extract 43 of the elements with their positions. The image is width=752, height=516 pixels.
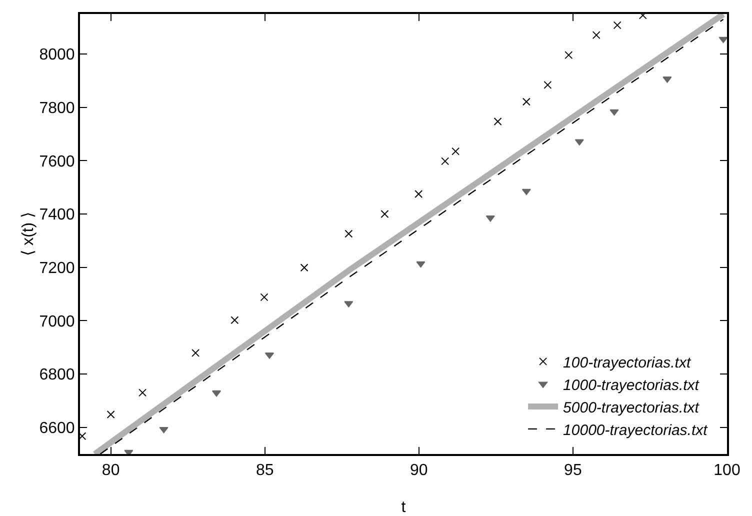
point: [212, 390, 222, 397]
y-axis-title: ⟨ x(t) ⟩: [20, 212, 38, 256]
point: [300, 264, 308, 272]
legend-label: 10000-trayectorias.txt: [563, 422, 708, 439]
y-tick-label: 7200: [39, 260, 75, 277]
point: [138, 388, 147, 397]
y-tick-label: 7400: [39, 206, 75, 224]
point: [592, 31, 600, 40]
y-tick-label: 7600: [39, 153, 75, 170]
point: [260, 293, 268, 302]
x-tick-label: 95: [564, 462, 582, 480]
point: [106, 410, 115, 419]
point: [610, 109, 619, 116]
y-tick-label: 6600: [39, 420, 75, 437]
x-tick-label: 90: [410, 462, 428, 480]
point: [159, 426, 168, 434]
x-tick-label: 80: [102, 462, 120, 480]
point: [613, 21, 622, 30]
point: [441, 157, 450, 166]
x-tick-label: 85: [256, 462, 274, 480]
point: [522, 188, 531, 196]
y-tick-label: 7000: [39, 313, 75, 330]
legend-label: 100-trayectorias.txt: [563, 354, 692, 372]
point: [718, 36, 727, 44]
point: [452, 147, 460, 156]
point: [494, 117, 502, 126]
point: [380, 210, 389, 218]
point: [192, 348, 200, 357]
x-tick-label: 100: [714, 462, 740, 480]
y-tick-label: 8000: [39, 46, 75, 64]
y-tick-label: 7800: [39, 100, 75, 117]
legend-label: 5000-trayectorias.txt: [563, 399, 700, 416]
y-tick-label: 6800: [39, 366, 75, 384]
point: [522, 98, 530, 106]
legend-label: 1000-trayectorias.txt: [563, 376, 700, 394]
point: [344, 230, 353, 238]
point: [486, 215, 495, 222]
point: [414, 190, 423, 198]
x-axis-title: t: [401, 499, 406, 516]
point: [564, 51, 573, 60]
point: [416, 261, 426, 268]
point: [544, 80, 552, 89]
point: [230, 316, 239, 324]
